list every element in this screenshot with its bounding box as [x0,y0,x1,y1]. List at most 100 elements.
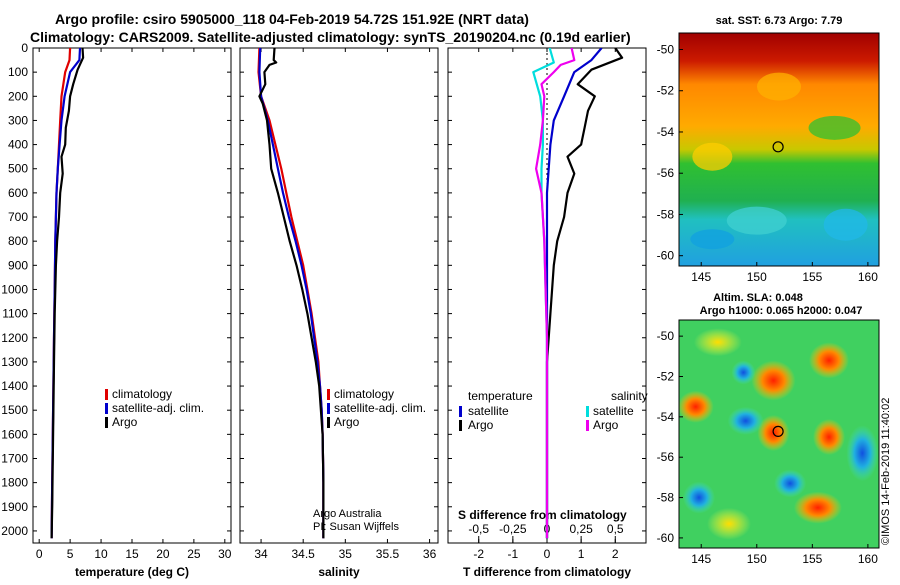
y-tick-label: 200 [8,89,28,103]
y-tick-label: 1600 [1,427,28,441]
y-tick-label: 1900 [1,500,28,514]
x2-tick-label: 0,25 [569,522,593,536]
y-tick-label: 1500 [1,403,28,417]
map-y-tick-label: -60 [657,249,675,263]
map-y-tick-label: -54 [657,410,675,424]
y-tick-label: 1800 [1,476,28,490]
legend-label: climatology [334,387,394,401]
y-tick-label: 900 [8,258,28,272]
x-tick-label: -2 [473,547,484,561]
sst-feature [726,206,787,235]
sst-feature [823,208,868,241]
sla-feature [707,507,751,540]
sla-feature [679,390,714,423]
sla-feature [727,406,764,435]
x2-tick-label: -0,5 [468,522,489,536]
map-y-tick-label: -56 [657,450,675,464]
legend-title-temperature: temperature [468,389,533,403]
map-x-tick-label: 150 [747,552,767,566]
argo-position-marker [772,425,784,437]
sla-feature [693,328,742,357]
x-tick-label: 34.5 [292,547,316,561]
y-tick-label: 1000 [1,282,28,296]
sla-map: 145 150 155 160 -50 -52 -54 -56 -58 -60 Altim. SLA… [657,292,880,566]
legend-swatch [459,420,462,431]
x-tick-label: 10 [94,547,108,561]
sst-feature [757,72,801,101]
y-tick-label: 1400 [1,379,28,393]
series-line-s-argo [534,48,576,539]
salinity-series [257,48,325,539]
map-y-tick-label: -58 [657,207,675,221]
sla-feature [793,491,842,524]
legend-swatch [586,406,589,417]
x-tick-label: 35 [339,547,353,561]
map-x-tick-label: 145 [691,552,711,566]
y-tick-label: 800 [8,234,28,248]
series-line-t-argo [545,48,624,539]
map-y-tick-label: -54 [657,125,675,139]
legend-label: Argo [468,418,494,432]
y-tick-label: 300 [8,113,28,127]
sla-feature [846,425,879,482]
x-tick-label: 0 [36,547,43,561]
sla-map-field [679,320,879,548]
temperature-series [50,48,85,539]
map-y-tick-label: -58 [657,491,675,505]
x-tick-label: 2 [612,547,619,561]
credit-annotation: Argo Australia [313,508,382,520]
sst-feature [692,142,733,171]
sla-feature [683,481,715,514]
y-tick-label: 700 [8,210,28,224]
series-line-argo [50,48,85,539]
x2-tick-label: -0,25 [499,522,527,536]
legend-swatch [327,389,330,400]
map-y-tick-label: -56 [657,166,675,180]
legend-swatch [105,417,108,428]
map-x-tick-label: 160 [858,552,878,566]
sst-feature [690,229,735,250]
y-tick-label: 600 [8,186,28,200]
x-tick-label: -1 [508,547,519,561]
y-tick-label: 1100 [2,307,28,321]
x-tick-label: 1 [578,547,585,561]
credit-annotation: PI: Susan Wijffels [313,521,399,533]
legend-label: climatology [112,387,172,401]
sst-feature [808,115,861,140]
x2-tick-label: 0,5 [607,522,624,536]
x-tick-label: 20 [156,547,170,561]
map-title: sat. SST: 6.73 Argo: 7.79 [716,15,843,27]
sla-feature [731,360,756,385]
argo-position-marker [772,141,784,153]
legend-swatch [459,406,462,417]
y-tick-label: 1300 [1,355,28,369]
map-y-tick-label: -52 [657,84,675,98]
legend-label: Argo [112,415,138,429]
map-x-tick-label: 160 [858,270,878,284]
legend-label: Argo [593,418,619,432]
sst-map-frame [678,32,880,267]
legend-label: satellite-adj. clim. [334,401,426,415]
map-y-tick-label: -60 [657,531,675,545]
sla-feature [813,419,845,456]
temperature-panel: 0100200300400500600700800900100011001200… [1,41,232,579]
series-line-argo [258,48,325,539]
y-tick-label: 2000 [1,524,28,538]
y-tick-label: 1700 [1,451,28,465]
sla-feature [774,469,807,498]
legend-swatch [327,417,330,428]
x2-axis-label: S difference from climatology [458,508,627,522]
x-tick-label: 0 [544,547,551,561]
temperature-frame [32,47,232,544]
difference-series [532,48,624,539]
map-y-tick-label: -50 [657,42,675,56]
profile-panels: 0100200300400500600700800900100011001200… [1,41,647,579]
x-tick-label: 35.5 [376,547,400,561]
map-x-tick-label: 145 [691,270,711,284]
sla-feature [751,360,796,401]
series-line-t-satellite [545,48,603,539]
map-x-tick-label: 155 [802,270,822,284]
